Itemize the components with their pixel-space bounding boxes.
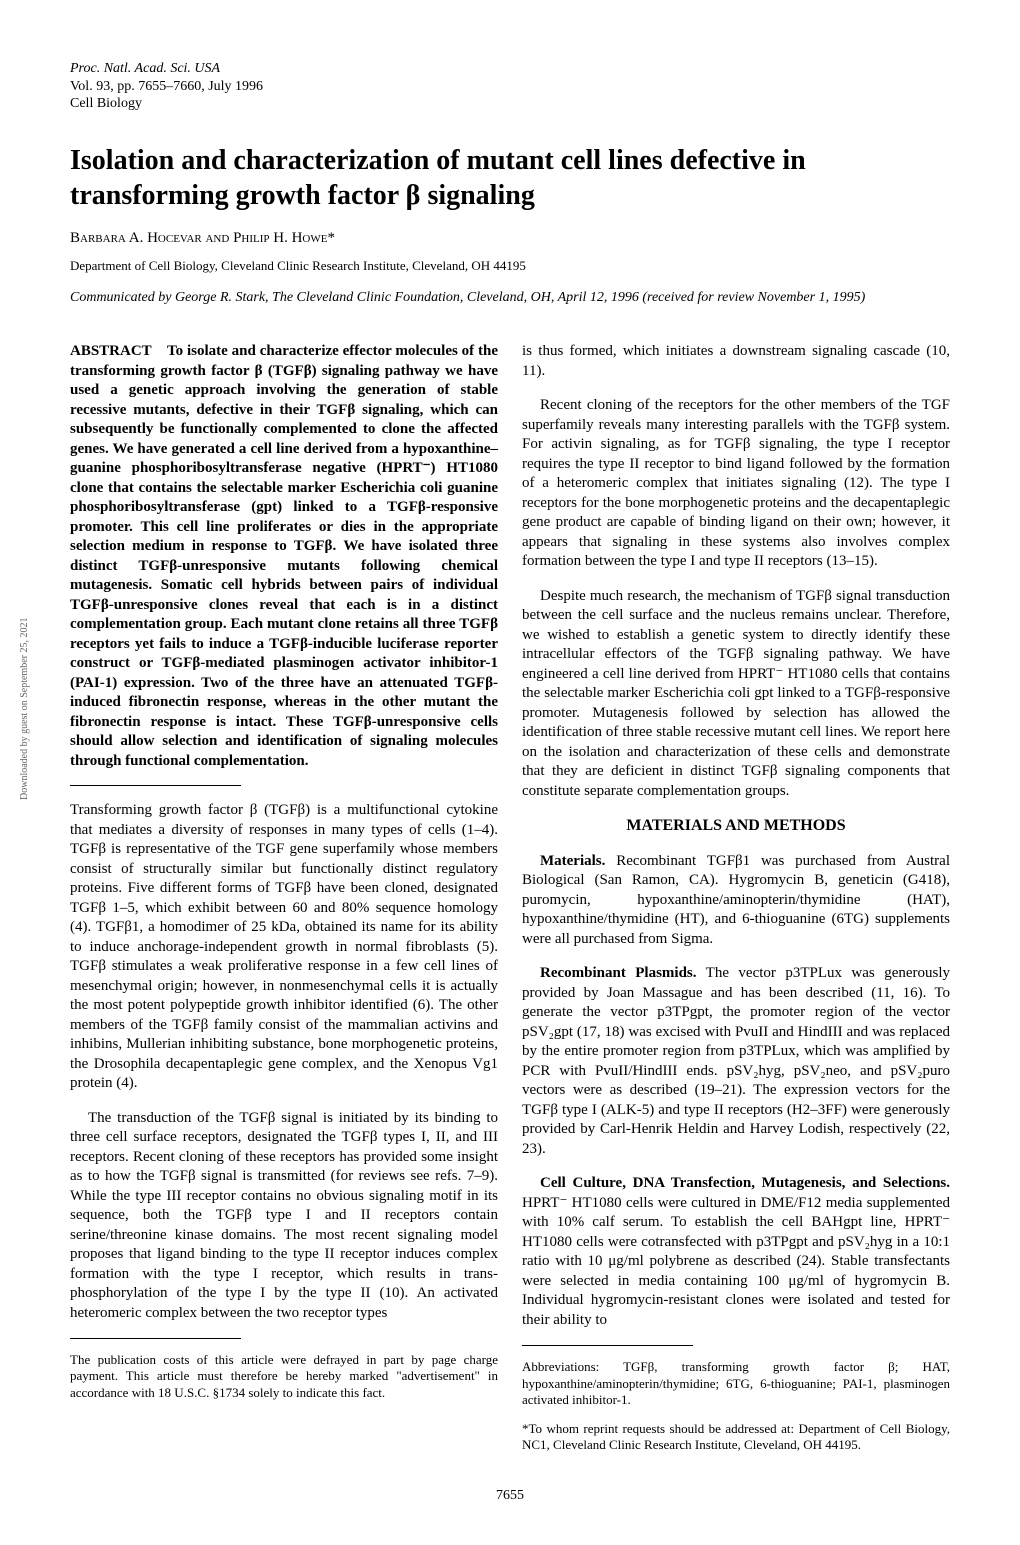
left-column: ABSTRACT To isolate and characterize eff… [70, 327, 498, 1467]
plasmids-para: Recombinant Plasmids. The vector p3TPLux… [522, 964, 950, 1159]
abstract: ABSTRACT To isolate and characterize eff… [70, 342, 498, 771]
footnote-separator-right [522, 1345, 693, 1346]
abstract-label: ABSTRACT [70, 343, 152, 359]
journal-volpages: Vol. 93, pp. 7655–7660, July 1996 [70, 78, 950, 96]
culture-label: Cell Culture, DNA Transfection, Mutagene… [540, 1175, 950, 1191]
materials-heading: MATERIALS AND METHODS [522, 816, 950, 837]
journal-proc: Proc. Natl. Acad. Sci. USA [70, 60, 950, 78]
intro-para-1: Transforming growth factor β (TGFβ) is a… [70, 801, 498, 1094]
intro-para-4: Despite much research, the mechanism of … [522, 587, 950, 802]
correspondence-footnote: *To whom reprint requests should be addr… [522, 1421, 950, 1454]
right-column: is thus formed, which initiates a downst… [522, 327, 950, 1467]
affiliation: Department of Cell Biology, Cleveland Cl… [70, 258, 950, 275]
download-sidebar: Downloaded by guest on September 25, 202… [18, 618, 31, 800]
intro-continuation: is thus formed, which initiates a downst… [522, 342, 950, 381]
article-title: Isolation and characterization of mutant… [70, 143, 950, 213]
abstract-text: To isolate and characterize effector mol… [70, 343, 498, 769]
footnote-separator-left [70, 1338, 241, 1339]
intro-para-2: The transduction of the TGFβ signal is i… [70, 1109, 498, 1324]
materials-label: Materials. [540, 853, 605, 869]
intro-para-3: Recent cloning of the receptors for the … [522, 396, 950, 572]
page-number: 7655 [70, 1487, 950, 1505]
culture-para: Cell Culture, DNA Transfection, Mutagene… [522, 1174, 950, 1330]
content-columns: ABSTRACT To isolate and characterize eff… [70, 327, 950, 1467]
authors: Barbara A. Hocevar and Philip H. Howe* [70, 229, 950, 249]
journal-section: Cell Biology [70, 95, 950, 113]
abbreviations-footnote: Abbreviations: TGFβ, transforming growth… [522, 1359, 950, 1408]
plasmids-text: The vector p3TPLux was generously provid… [522, 965, 950, 1157]
journal-info: Proc. Natl. Acad. Sci. USA Vol. 93, pp. … [70, 60, 950, 113]
culture-text: HPRT⁻ HT1080 cells were cultured in DME/… [522, 1195, 950, 1328]
materials-para: Materials. Recombinant TGFβ1 was purchas… [522, 852, 950, 950]
communicated: Communicated by George R. Stark, The Cle… [70, 289, 950, 307]
plasmids-label: Recombinant Plasmids. [540, 965, 697, 981]
separator [70, 785, 241, 786]
publication-footnote: The publication costs of this article we… [70, 1352, 498, 1401]
